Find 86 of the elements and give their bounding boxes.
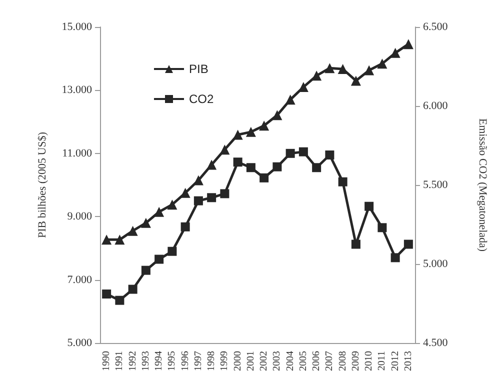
y2-tick-label: 5.000 [423, 258, 448, 270]
y-tick-label: 5.000 [67, 337, 92, 349]
point [390, 253, 400, 262]
point [220, 144, 230, 155]
point [207, 193, 216, 202]
y-tick-label: 11.000 [62, 147, 92, 160]
x-tick-label: 1993 [140, 351, 152, 371]
x-tick-label: 2001 [245, 351, 256, 371]
point [404, 240, 413, 249]
point [128, 284, 138, 294]
point [114, 234, 125, 245]
point [232, 130, 243, 140]
x-tick-label: 2008 [337, 351, 348, 371]
x-tick-label: 2012 [390, 351, 401, 371]
y-tick-label: 7.000 [67, 274, 92, 286]
point [115, 296, 124, 305]
x-tick-label: 1991 [114, 351, 126, 371]
point [260, 173, 269, 182]
x-tick-label: 1997 [192, 351, 204, 371]
point [154, 254, 164, 264]
point [167, 200, 178, 210]
point [377, 58, 388, 69]
legend-label: PIB [189, 62, 208, 76]
point [246, 126, 256, 137]
point [154, 206, 164, 217]
x-tick-label: 2013 [402, 351, 414, 371]
x-tick-label: 2007 [324, 351, 336, 371]
x-tick-label: 2002 [258, 351, 270, 371]
point [140, 218, 151, 228]
point [141, 266, 150, 275]
x-tick-label: 1998 [206, 351, 218, 371]
point [168, 246, 177, 256]
x-tick-label: 1999 [219, 351, 230, 371]
point [233, 158, 242, 167]
x-tick-label: 1990 [101, 351, 112, 371]
point [272, 110, 282, 120]
point [312, 70, 322, 81]
x-tick-label: 2006 [311, 351, 322, 371]
point [220, 189, 230, 198]
legend-label: CO2 [189, 92, 214, 106]
y2-tick-label: 4.500 [423, 337, 448, 349]
y-tick-label: 9.000 [67, 210, 92, 223]
point [128, 226, 138, 236]
x-tick-label: 2005 [298, 351, 309, 371]
x-tick-label: 2009 [350, 351, 362, 371]
point [364, 65, 374, 76]
y2-axis-title: Emissão CO2 (Megatonelada) [476, 118, 488, 252]
point [272, 162, 282, 172]
x-tick-label: 2004 [284, 351, 296, 371]
point [324, 63, 335, 74]
point [180, 188, 190, 198]
y2-tick-label: 6.500 [423, 21, 448, 33]
point [246, 163, 256, 172]
point [298, 147, 308, 156]
point [378, 223, 387, 232]
point [403, 39, 414, 50]
y-tick-label: 13.000 [62, 84, 92, 96]
point [286, 148, 295, 158]
point [194, 196, 203, 206]
y2-tick-label: 6.000 [423, 100, 448, 112]
x-tick-label: 1994 [154, 351, 165, 371]
x-tick-label: 1995 [166, 351, 178, 371]
x-tick-label: 1996 [180, 351, 191, 371]
point [193, 175, 204, 186]
y-tick-label: 15.000 [62, 21, 92, 33]
x-tick-label: 1992 [127, 351, 138, 371]
point [102, 234, 112, 245]
point [350, 76, 361, 86]
point [351, 240, 360, 249]
point [338, 177, 348, 186]
point [259, 120, 270, 131]
point [390, 48, 400, 58]
point [285, 94, 296, 105]
y-axis-title: PIB bilhões (2005 US$) [36, 132, 48, 238]
point [312, 163, 322, 172]
point [325, 150, 334, 160]
x-tick-label: 2011 [376, 351, 388, 371]
point [180, 222, 190, 232]
point [206, 160, 217, 170]
x-tick-label: 2000 [232, 351, 244, 371]
point [338, 64, 348, 74]
point [364, 202, 374, 211]
x-tick-label: 2003 [272, 351, 283, 371]
y2-tick-label: 5.500 [423, 179, 448, 191]
x-tick-label: 2010 [364, 351, 375, 371]
point [102, 290, 112, 299]
